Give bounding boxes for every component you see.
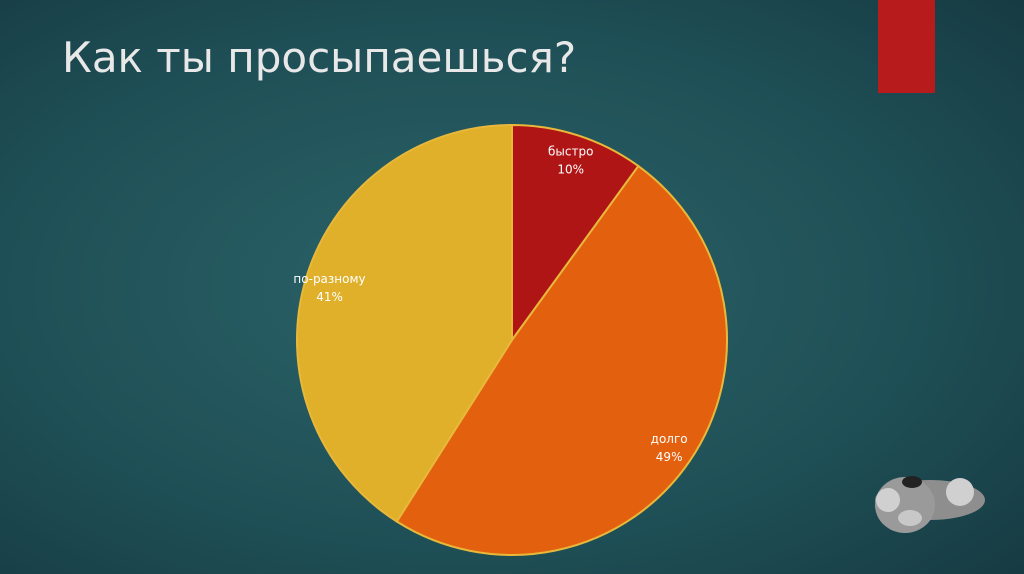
chart-title: Как ты просыпаешься? [62,33,576,82]
accent-bar [878,0,935,93]
koala [875,476,985,533]
slice-category-label: быстро [548,144,593,158]
slice-value-label: 49% [656,450,683,464]
slice-value-label: 10% [557,162,584,176]
pie-slice [296,123,513,523]
pie-slice [511,123,640,344]
slice-value-label: 41% [316,290,343,304]
slice-category-label: по-разному [293,272,365,286]
pie-slice [395,164,729,557]
slice-category-label: долго [651,432,688,446]
pie: быстро 10% долго 49% по-разному 41% [293,123,729,557]
